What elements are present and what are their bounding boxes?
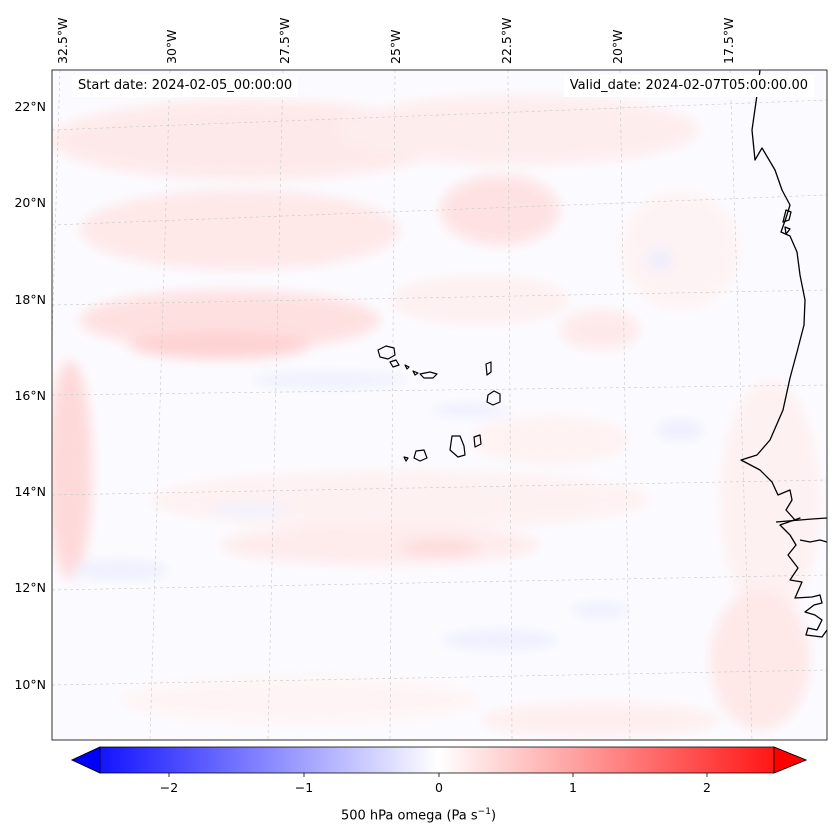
colorbar-label: 500 hPa omega (Pa s−1) — [340, 807, 497, 824]
lat-label: 14°N — [14, 484, 46, 499]
colorbar-tick: 0 — [435, 780, 443, 795]
lat-label: 18°N — [14, 292, 46, 307]
lon-label: 27.5°W — [277, 18, 292, 64]
longitude-labels: 32.5°W 30°W 27.5°W 25°W 22.5°W 20°W 17.5… — [55, 18, 736, 64]
cape-verde-islands — [377, 345, 501, 462]
lon-label: 32.5°W — [55, 18, 70, 64]
lon-label: 17.5°W — [721, 18, 736, 64]
graticule — [52, 70, 827, 740]
omega-field — [52, 70, 827, 740]
colorbar-tick: −1 — [295, 780, 313, 795]
start-date-label: Start date: 2024-02-05_00:00:00 — [72, 75, 299, 97]
colorbar-tick: 1 — [569, 780, 577, 795]
lat-label: 16°N — [14, 388, 46, 403]
lon-label: 30°W — [164, 29, 179, 64]
lon-label: 20°W — [610, 29, 625, 64]
lon-label: 25°W — [388, 29, 403, 64]
coastline — [740, 70, 827, 638]
valid-date-label: Valid_date: 2024-02-07T05:00:00.00 — [563, 75, 814, 97]
lat-label: 10°N — [14, 677, 46, 692]
colorbar-tick: 2 — [703, 780, 711, 795]
lat-label: 20°N — [14, 195, 46, 210]
colorbar-tick: −2 — [160, 780, 178, 795]
lat-label: 12°N — [14, 580, 46, 595]
map-frame — [51, 69, 828, 741]
latitude-labels: 22°N 20°N 18°N 16°N 14°N 12°N 10°N — [14, 99, 46, 692]
colorbar: −2 −1 0 1 2 — [71, 746, 808, 795]
lon-label: 22.5°W — [499, 18, 514, 64]
lat-label: 22°N — [14, 99, 46, 114]
